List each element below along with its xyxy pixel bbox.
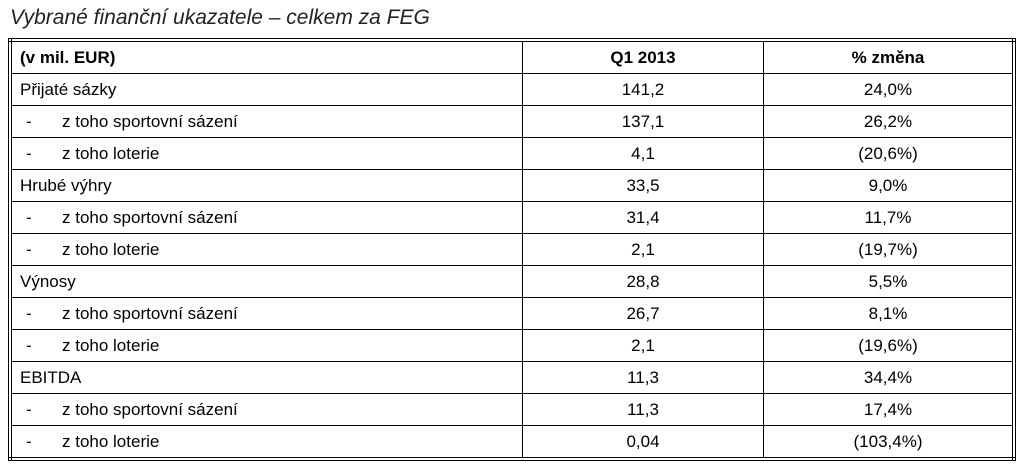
table-row: - z toho sportovní sázení 11,3 17,4% [9,393,1015,426]
table-row: Přijaté sázky 141,2 24,0% [9,73,1015,106]
dash: - [26,399,32,419]
value-cell: 2,1 [522,233,764,266]
change-cell: (103,4%) [763,425,1015,460]
table-row: Hrubé výhry 33,5 9,0% [9,169,1015,202]
label-cell: - z toho loterie [9,233,523,266]
header-cell: % změna [763,39,1015,74]
change-cell: 26,2% [763,105,1015,138]
value-cell: 28,8 [522,265,764,298]
value-cell: 4,1 [522,137,764,170]
table-row: - z toho loterie 2,1 (19,7%) [9,233,1015,266]
label-cell: - z toho sportovní sázení [9,105,523,138]
dash: - [26,335,32,355]
value-cell: 141,2 [522,73,764,106]
label-cell: EBITDA [9,361,523,394]
value-cell: 0,04 [522,425,764,460]
dash: - [26,111,32,131]
table-row: - z toho sportovní sázení 26,7 8,1% [9,297,1015,330]
table-row: EBITDA 11,3 34,4% [9,361,1015,394]
change-cell: 5,5% [763,265,1015,298]
financial-table: (v mil. EUR) Q1 2013% změna Přijaté sázky… [8,38,1016,461]
sub-label: z toho sportovní sázení [62,207,238,227]
sub-label: z toho sportovní sázení [62,303,238,323]
label-cell: - z toho loterie [9,329,523,362]
change-cell: 11,7% [763,201,1015,234]
change-cell: 9,0% [763,169,1015,202]
dash: - [26,239,32,259]
table-row: Výnosy 28,8 5,5% [9,265,1015,298]
change-cell: (19,6%) [763,329,1015,362]
sub-label: z toho loterie [62,239,160,259]
change-cell: 34,4% [763,361,1015,394]
header-row: (v mil. EUR) Q1 2013% změna [9,39,1015,74]
value-cell: 2,1 [522,329,764,362]
table-body: Přijaté sázky 141,2 24,0% - z toho sportovní… [9,73,1015,460]
sub-label: z toho loterie [62,431,160,451]
table-row: - z toho loterie 4,1 (20,6%) [9,137,1015,170]
dash: - [26,303,32,323]
table-row: - z toho loterie 2,1 (19,6%) [9,329,1015,362]
header-cell: (v mil. EUR) [9,39,523,74]
change-cell: (20,6%) [763,137,1015,170]
value-cell: 33,5 [522,169,764,202]
label-cell: Přijaté sázky [9,73,523,106]
sub-label: z toho sportovní sázení [62,111,238,131]
table-row: - z toho loterie 0,04 (103,4%) [9,425,1015,460]
sub-label: z toho loterie [62,335,160,355]
table-header: (v mil. EUR) Q1 2013% změna [9,39,1015,74]
label-cell: - z toho sportovní sázení [9,201,523,234]
change-cell: 24,0% [763,73,1015,106]
value-cell: 11,3 [522,393,764,426]
label-cell: - z toho sportovní sázení [9,393,523,426]
change-cell: 8,1% [763,297,1015,330]
dash: - [26,431,32,451]
value-cell: 11,3 [522,361,764,394]
label-cell: - z toho loterie [9,137,523,170]
header-cell: Q1 2013 [522,39,764,74]
label-cell: Hrubé výhry [9,169,523,202]
table-row: - z toho sportovní sázení 137,1 26,2% [9,105,1015,138]
sub-label: z toho loterie [62,143,160,163]
table-row: - z toho sportovní sázení 31,4 11,7% [9,201,1015,234]
label-cell: - z toho loterie [9,425,523,460]
label-cell: Výnosy [9,265,523,298]
value-cell: 31,4 [522,201,764,234]
label-cell: - z toho sportovní sázení [9,297,523,330]
title: Vybrané finanční ukazatele – celkem za F… [10,6,430,29]
dash: - [26,143,32,163]
dash: - [26,207,32,227]
sub-label: z toho sportovní sázení [62,399,238,419]
value-cell: 137,1 [522,105,764,138]
change-cell: (19,7%) [763,233,1015,266]
value-cell: 26,7 [522,297,764,330]
change-cell: 17,4% [763,393,1015,426]
